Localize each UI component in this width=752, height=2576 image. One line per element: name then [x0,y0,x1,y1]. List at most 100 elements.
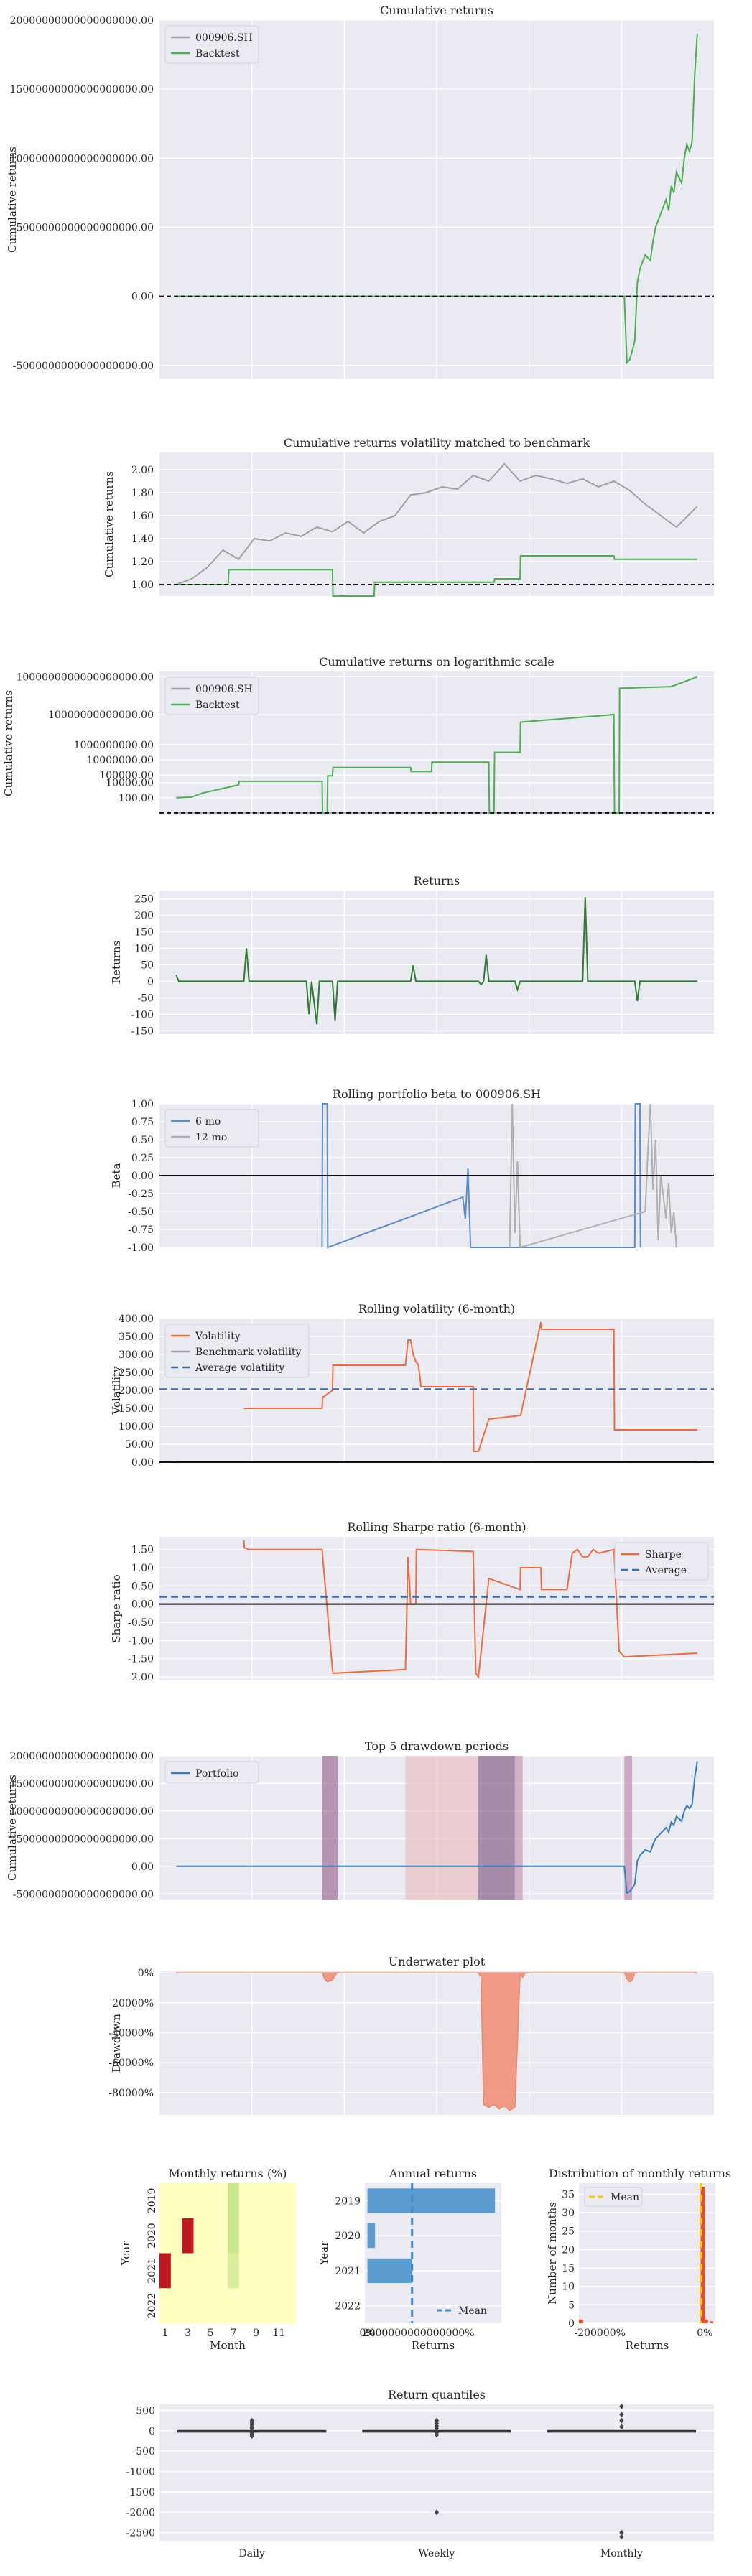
heatmap-cell [273,2218,285,2254]
cum_returns-ytick-label: 10000000000000000000.00 [10,153,154,164]
return-quantiles-ytick-label: 0 [149,2426,155,2437]
heatmap-cell [205,2288,217,2324]
return-quantiles-panel: Return quantiles -2500 -2000 -1500 -1000 -500… [126,2388,714,2559]
return-quantiles-outlier [619,2417,624,2424]
drawdowns-drawdown-band-4 [624,1756,633,1900]
cum_returns-ytick-label: -5000000000000000000.00 [13,361,154,372]
rolling_sharpe-ytick-label: 0.50 [131,1581,154,1592]
rolling_beta-ytick-label: -1.00 [128,1242,154,1254]
annual-returns-ytick-label: 2019 [335,2195,361,2207]
heatmap-cell [228,2253,240,2289]
heatmap-cell [284,2183,297,2219]
returns-ytick-label: -50 [137,992,154,1004]
heatmap-cell [250,2183,262,2219]
heatmap-cell [228,2218,240,2254]
heatmap-cell [205,2183,217,2219]
cum_log-ytick-label: 1000000000.00 [74,740,154,751]
heatmap-xtick-label: 3 [185,2328,191,2339]
annual-returns-bar [367,2223,376,2249]
heatmap-cell [216,2288,228,2324]
returns-ytick-label: 50 [141,959,154,971]
return-quantiles-outlier [619,2534,624,2540]
heatmap-cell [250,2288,262,2324]
cum_log-ytick-label: 100.00 [119,793,154,804]
monthly-dist-bar [579,2319,583,2323]
rolling_vol-legend-label: Average volatility [195,1362,284,1374]
rolling_sharpe-ytick-label: 0.00 [131,1599,154,1611]
rolling_sharpe-ylabel: Sharpe ratio [110,1574,123,1642]
rolling_beta-ytick-label: 0.25 [131,1153,154,1164]
heatmap-cell [238,2288,251,2324]
heatmap-cell [284,2288,297,2324]
underwater-ytick-label: -20000% [108,1998,154,2009]
heatmap-cell [205,2253,217,2289]
heatmap-cell [284,2218,297,2254]
monthly-dist-xlabel: Returns [626,2339,669,2352]
returns-ytick-label: -100 [131,1009,154,1020]
cum_vol_matched-ytick-label: 1.00 [131,580,154,591]
heatmap-cell [261,2253,274,2289]
heatmap-xtick-label: 11 [272,2328,285,2339]
drawdowns-ytick-label: 20000000000000000000.00 [10,1751,154,1762]
underwater-ytick-label: -40000% [108,2027,154,2039]
heatmap-cell [228,2183,240,2219]
rolling_vol-panel: Rolling volatility (6-month) 0.00 50.00 100… [110,1302,714,1469]
cum_log-legend-label: Backtest [195,699,240,711]
heatmap-xtick-label: 5 [208,2328,214,2339]
cum_returns-ytick-label: 20000000000000000000.00 [10,15,154,27]
heatmap-xtick-label: 1 [162,2328,168,2339]
cum_returns-legend: 000906.SH Backtest [164,25,259,64]
drawdowns-series-line-0 [176,1761,698,1894]
monthly-dist-panel: Distribution of monthly returns 0 5 10 15 20 2… [546,2167,731,2352]
underwater-title: Underwater plot [389,1955,486,1968]
return-quantiles-title: Return quantiles [388,2388,486,2401]
annual-returns-xtick-label: 2000000000000000% [363,2328,475,2339]
heatmap-ylabel: Year [119,2241,132,2266]
heatmap-cell [170,2253,183,2289]
rolling_sharpe-ytick-label: -0.50 [128,1617,154,1629]
monthly-heatmap-panel: Monthly returns (%) 2019 2020 2021 2022 1 3 5 7 9… [119,2167,297,2352]
rolling_vol-ytick-label: 250.00 [119,1367,154,1379]
return-quantiles-outlier [435,2432,439,2438]
rolling_vol-legend-label: Benchmark volatility [195,1347,302,1358]
rolling_vol-ytick-label: 0.00 [131,1457,154,1469]
return-quantiles-outlier [249,2433,254,2440]
rolling_beta-legend-label: 6-mo [195,1116,221,1127]
returns-ytick-label: 250 [134,893,154,905]
cum_log-series-line-1 [176,676,698,814]
annual-returns-ytick-label: 2022 [335,2301,361,2312]
rolling_beta-legend: 6-mo 12-mo [164,1109,259,1148]
annual-returns-xtick-label: 0% [359,2328,375,2339]
heatmap-cell [159,2218,172,2254]
monthly-dist-legend-label: Mean [611,2192,639,2203]
heatmap-cell [216,2253,228,2289]
heatmap-cell [228,2288,240,2324]
cum_log-ytick-label: 10000000.00 [86,755,154,766]
monthly-dist-ytick-label: 5 [568,2300,575,2311]
underwater-ytick-label: 0% [138,1968,154,1979]
cum_returns-ytick-label: 0.00 [131,292,154,303]
drawdowns-ytick-label: 15000000000000000000.00 [10,1778,154,1790]
drawdowns-drawdown-band-1 [405,1756,479,1900]
cum_returns-legend-label: Backtest [195,48,240,60]
rolling_sharpe-ytick-label: -2.00 [128,1672,154,1683]
rolling_beta-legend-label: 12-mo [195,1132,227,1143]
rolling_beta-ytick-label: -0.50 [128,1206,154,1218]
monthly-dist-ytick-label: 25 [562,2226,575,2238]
rolling_sharpe-legend: Sharpe Average [614,1542,709,1581]
rolling_vol-ytick-label: 350.00 [119,1331,154,1343]
heatmap-xtick-label: 7 [230,2328,236,2339]
rolling_beta-ylabel: Beta [110,1163,123,1189]
heatmap-cell [261,2288,274,2324]
returns-panel: Returns -150 -100 -50 0 50 100 150 200 250 Returns [110,874,714,1037]
heatmap-ytick-label: 2020 [147,2223,158,2249]
monthly-dist-xtick-label: 0% [697,2328,712,2339]
heatmap-ytick-label: 2021 [147,2258,158,2284]
heatmap-cell [170,2183,183,2219]
heatmap-cell [159,2253,172,2289]
heatmap-cell [250,2253,262,2289]
cum_returns-ytick-label: 15000000000000000000.00 [10,84,154,96]
monthly-heatmap-title: Monthly returns (%) [168,2167,287,2180]
return-quantiles-ytick-label: -1500 [126,2487,155,2498]
